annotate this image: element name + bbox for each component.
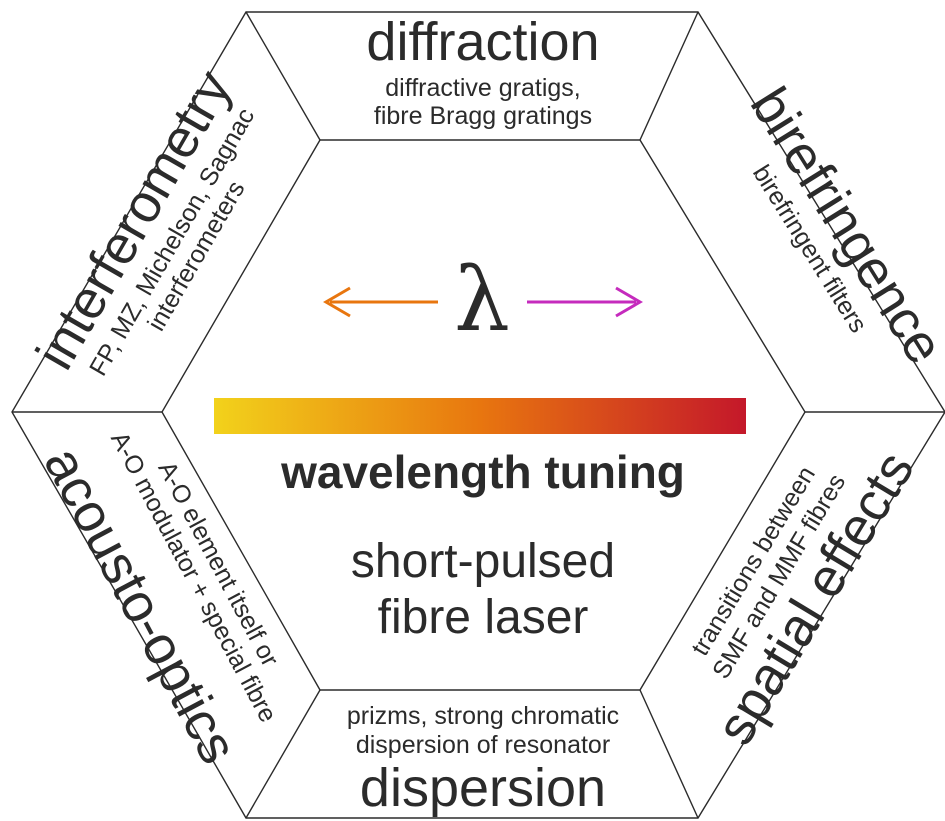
dispersion-line-1: prizms, strong chromatic — [347, 702, 619, 730]
dispersion-line-2: dispersion of resonator — [356, 731, 610, 759]
center-heading: wavelength tuning — [280, 446, 685, 498]
center-subtitle-line-2: fibre laser — [378, 591, 589, 644]
diffraction-title: diffraction — [366, 12, 599, 72]
dispersion-title: dispersion — [360, 758, 606, 818]
lambda-symbol: λ — [454, 248, 510, 351]
arrow-right-icon — [527, 286, 643, 318]
arrow-left-icon — [323, 286, 438, 318]
diffraction-line-2: fibre Bragg gratings — [374, 102, 592, 130]
center-subtitle-line-1: short-pulsed — [351, 535, 615, 588]
spoke-bottom-left — [245, 689, 321, 819]
diffraction-line-1: diffractive gratigs, — [385, 74, 580, 102]
spoke-bottom-right — [639, 689, 699, 819]
spoke-top-right — [639, 11, 699, 141]
wavelength-gradient-bar — [214, 398, 746, 434]
spoke-top-left — [245, 11, 321, 141]
birefringence-title: birefringence — [739, 77, 945, 374]
